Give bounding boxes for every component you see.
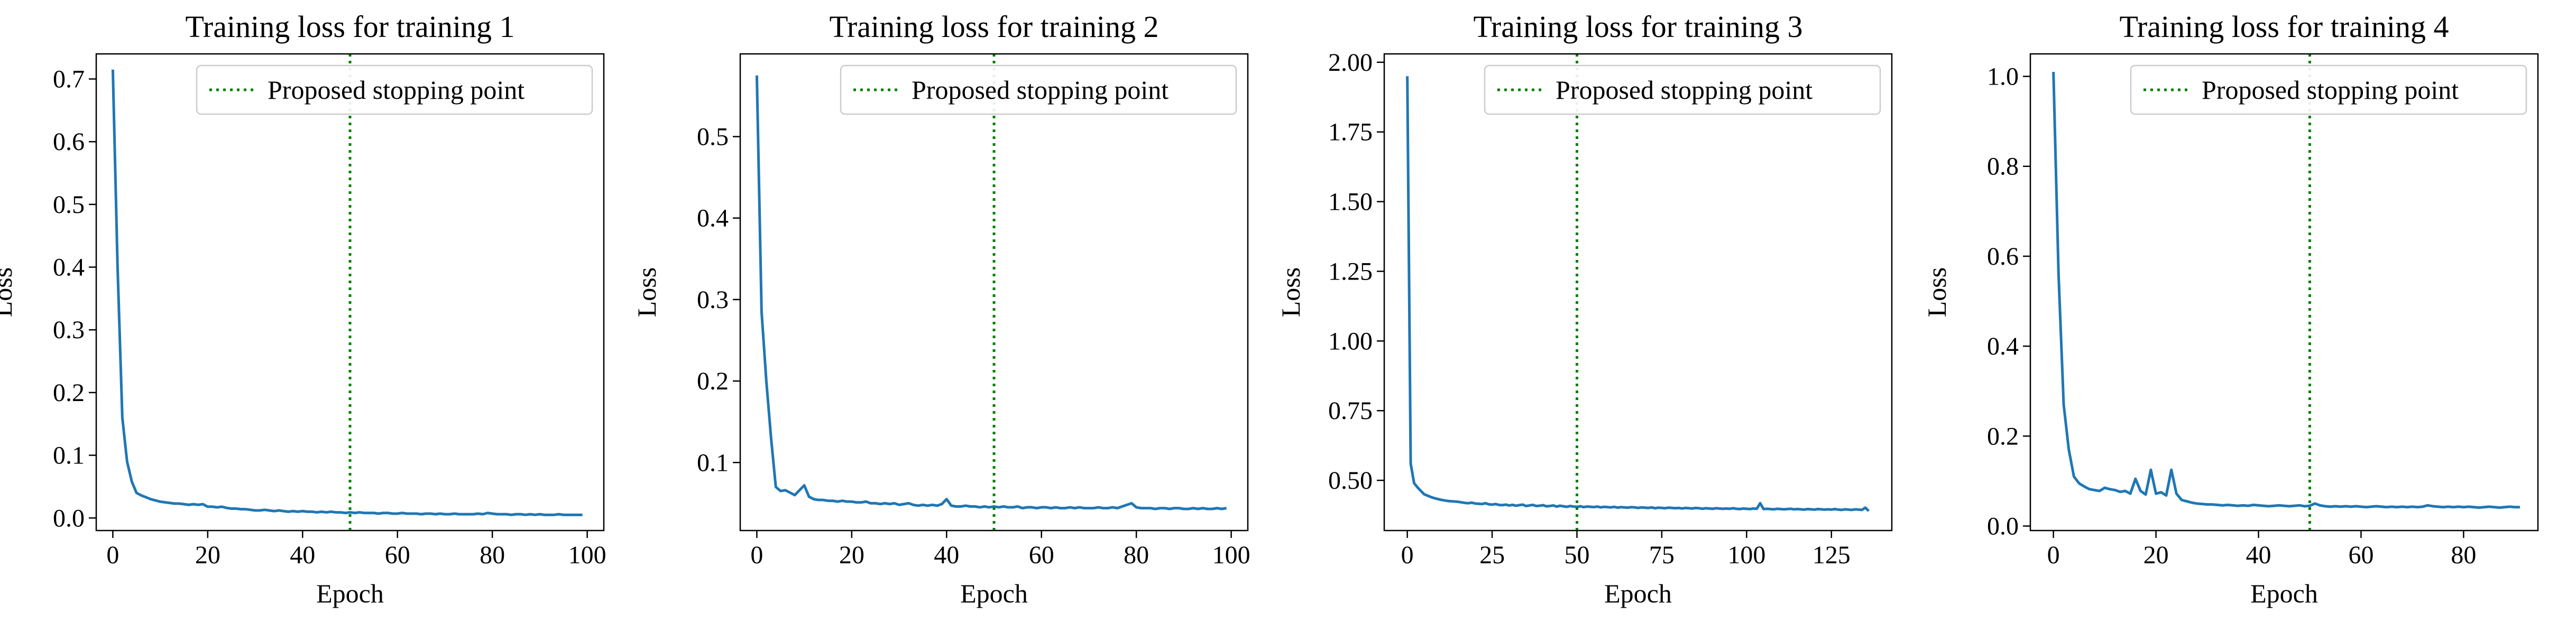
loss-series-line bbox=[2052, 71, 2520, 509]
loss-series-line bbox=[755, 75, 1227, 510]
y-tick-label: 0.4 bbox=[1987, 332, 2019, 360]
x-tick-label: 80 bbox=[2451, 541, 2476, 569]
legend-entry: Proposed stopping point bbox=[912, 75, 1169, 105]
y-tick-label: 0.6 bbox=[53, 128, 85, 156]
y-tick-label: 0.5 bbox=[697, 123, 729, 151]
y-tick-label: 0.1 bbox=[697, 449, 729, 477]
y-tick-label: 0.4 bbox=[697, 204, 729, 233]
x-tick-label: 100 bbox=[1212, 541, 1250, 569]
y-tick-label: 1.50 bbox=[1328, 188, 1373, 216]
plot-frame bbox=[739, 53, 1249, 532]
y-axis-label: Loss bbox=[0, 267, 17, 317]
y-tick-label: 1.0 bbox=[1987, 63, 2019, 91]
y-tick-label: 0.50 bbox=[1328, 467, 1373, 495]
x-tick-label: 40 bbox=[2246, 541, 2271, 569]
x-tick-label: 100 bbox=[568, 541, 606, 569]
x-tick-label: 80 bbox=[1124, 541, 1149, 569]
y-tick-label: 2.00 bbox=[1328, 49, 1373, 77]
y-tick-label: 0.4 bbox=[53, 254, 85, 282]
y-axis-label: Loss bbox=[1922, 267, 1952, 317]
x-tick-label: 80 bbox=[480, 541, 505, 569]
y-tick-label: 0.2 bbox=[53, 379, 85, 407]
x-tick-label: 125 bbox=[1813, 541, 1851, 569]
x-tick-label: 20 bbox=[2143, 541, 2169, 569]
y-tick-label: 0.0 bbox=[1987, 512, 2019, 540]
chart-4: Training loss for training 4 0 20 40 60 80 0.0… bbox=[1922, 10, 2539, 608]
y-tick-label: 0.5 bbox=[53, 191, 85, 219]
loss-series-line bbox=[1406, 76, 1870, 512]
chart-title: Training loss for training 3 bbox=[1474, 10, 1803, 44]
legend-box bbox=[196, 64, 593, 115]
y-tick-label: 0.3 bbox=[53, 316, 85, 344]
legend-box bbox=[840, 64, 1237, 115]
legend: Proposed stopping point bbox=[1484, 64, 1881, 115]
chart-title: Training loss for training 4 bbox=[2120, 10, 2449, 44]
loss-series-line bbox=[111, 69, 583, 516]
legend-box bbox=[2130, 64, 2527, 115]
x-tick-label: 0 bbox=[1401, 541, 1414, 569]
legend-box bbox=[1484, 64, 1881, 115]
y-tick-label: 0.0 bbox=[53, 504, 85, 532]
y-axis-label: Loss bbox=[1276, 267, 1305, 317]
x-tick-label: 0 bbox=[750, 541, 763, 569]
x-tick-label: 25 bbox=[1479, 541, 1505, 569]
y-tick-label: 0.75 bbox=[1328, 397, 1373, 425]
x-axis-label: Epoch bbox=[1604, 579, 1672, 608]
x-tick-label: 60 bbox=[2348, 541, 2373, 569]
x-tick-label: 60 bbox=[1029, 541, 1054, 569]
plot-frame bbox=[1383, 53, 1893, 532]
legend-entry: Proposed stopping point bbox=[268, 75, 525, 105]
y-tick-label: 0.8 bbox=[1987, 153, 2019, 181]
legend: Proposed stopping point bbox=[196, 64, 593, 115]
y-tick-label: 0.1 bbox=[53, 442, 85, 470]
legend: Proposed stopping point bbox=[840, 64, 1237, 115]
y-tick-label: 0.7 bbox=[53, 65, 85, 93]
y-tick-label: 1.75 bbox=[1328, 118, 1373, 146]
chart-1: Training loss for training 1 0 20 40 60 80 100… bbox=[0, 10, 606, 608]
x-axis-label: Epoch bbox=[2250, 579, 2318, 608]
plot-frame bbox=[2029, 53, 2539, 532]
legend-entry: Proposed stopping point bbox=[2202, 75, 2459, 105]
x-tick-label: 0 bbox=[2047, 541, 2060, 569]
chart-3: Training loss for training 3 0 25 50 75 100 12… bbox=[1276, 10, 1893, 608]
x-tick-label: 40 bbox=[934, 541, 959, 569]
y-tick-label: 0.6 bbox=[1987, 243, 2019, 271]
x-tick-label: 0 bbox=[106, 541, 119, 569]
chart-title: Training loss for training 2 bbox=[830, 10, 1159, 44]
legend: Proposed stopping point bbox=[2130, 64, 2527, 115]
x-tick-label: 75 bbox=[1649, 541, 1675, 569]
x-tick-label: 100 bbox=[1727, 541, 1765, 569]
chart-2: Training loss for training 2 0 20 40 60 80 100… bbox=[632, 10, 1250, 608]
x-tick-label: 50 bbox=[1564, 541, 1589, 569]
x-tick-label: 60 bbox=[385, 541, 410, 569]
plot-frame bbox=[95, 53, 605, 532]
y-tick-label: 1.00 bbox=[1328, 327, 1373, 355]
y-tick-label: 0.2 bbox=[1987, 422, 2019, 450]
x-tick-label: 40 bbox=[290, 541, 315, 569]
chart-title: Training loss for training 1 bbox=[186, 10, 515, 44]
x-axis-label: Epoch bbox=[316, 579, 384, 608]
x-axis-label: Epoch bbox=[960, 579, 1028, 608]
y-tick-label: 0.2 bbox=[697, 367, 729, 395]
legend-entry: Proposed stopping point bbox=[1556, 75, 1813, 105]
x-tick-label: 20 bbox=[839, 541, 864, 569]
y-tick-label: 0.3 bbox=[697, 286, 729, 314]
y-axis-label: Loss bbox=[632, 267, 661, 317]
x-tick-label: 20 bbox=[195, 541, 220, 569]
y-tick-label: 1.25 bbox=[1328, 257, 1373, 285]
